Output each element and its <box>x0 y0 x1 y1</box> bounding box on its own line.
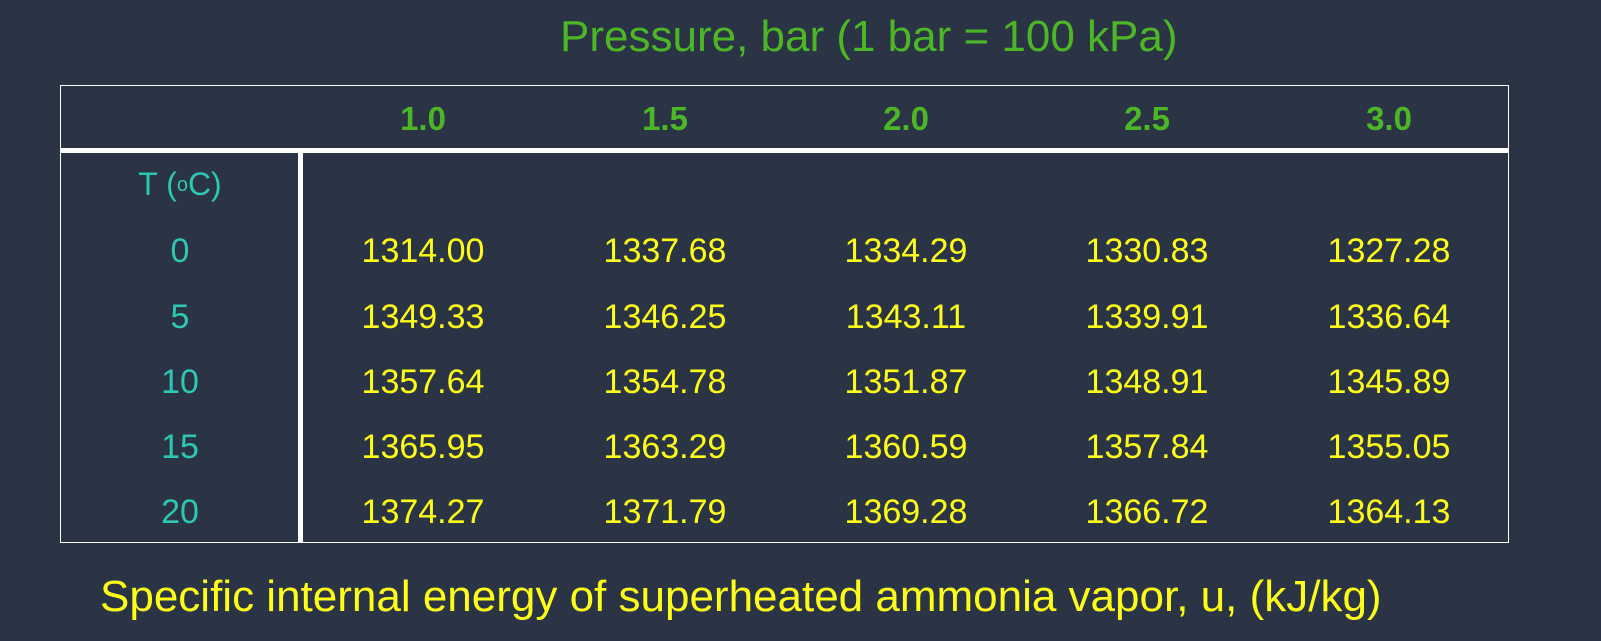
table-cell: 1314.00 <box>361 232 485 270</box>
table-cell: 1366.72 <box>1085 493 1209 531</box>
table-cell: 1360.59 <box>844 428 968 466</box>
row-header-temperature: 0 <box>170 232 190 270</box>
table-cell: 1374.27 <box>361 493 485 531</box>
column-header-pressure: 3.0 <box>1366 100 1412 137</box>
row-header-temperature: 15 <box>161 428 199 466</box>
table-title: Pressure, bar (1 bar = 100 kPa) <box>560 12 1178 61</box>
column-header-pressure: 2.0 <box>883 100 929 137</box>
table-cell: 1355.05 <box>1327 428 1451 466</box>
table-frame <box>60 85 1509 543</box>
row-header-temperature: 10 <box>161 363 199 401</box>
row-header-temperature: 20 <box>161 493 199 531</box>
table-cell: 1337.68 <box>603 232 727 270</box>
table-cell: 1343.11 <box>845 298 967 336</box>
table-cell: 1364.13 <box>1327 493 1451 531</box>
table-cell: 1351.87 <box>844 363 968 401</box>
degree-symbol: o <box>176 174 188 196</box>
temperature-unit: C) <box>187 166 222 202</box>
table-caption: Specific internal energy of superheated … <box>100 572 1382 621</box>
table-cell: 1354.78 <box>603 363 727 401</box>
row-header-temperature: 5 <box>170 298 190 336</box>
table-cell: 1346.25 <box>603 298 727 336</box>
row-header-separator <box>298 153 303 542</box>
table-cell: 1345.89 <box>1327 363 1451 401</box>
temperature-label: T ( <box>138 166 177 202</box>
table-cell: 1363.29 <box>603 428 727 466</box>
table-cell: 1330.83 <box>1085 232 1209 270</box>
column-header-pressure: 1.0 <box>400 100 446 137</box>
table-cell: 1371.79 <box>603 493 727 531</box>
table-cell: 1327.28 <box>1327 232 1451 270</box>
header-separator <box>60 148 1509 153</box>
table-cell: 1334.29 <box>844 232 968 270</box>
table-cell: 1357.84 <box>1085 428 1209 466</box>
column-header-pressure: 2.5 <box>1124 100 1170 137</box>
column-header-pressure: 1.5 <box>642 100 688 137</box>
table-cell: 1365.95 <box>361 428 485 466</box>
table-cell: 1336.64 <box>1327 298 1451 336</box>
table-cell: 1357.64 <box>361 363 485 401</box>
temperature-column-header: T (oC) <box>60 162 300 207</box>
table-cell: 1348.91 <box>1085 363 1209 401</box>
table-cell: 1349.33 <box>361 298 485 336</box>
table-cell: 1369.28 <box>844 493 968 531</box>
table-cell: 1339.91 <box>1085 298 1209 336</box>
